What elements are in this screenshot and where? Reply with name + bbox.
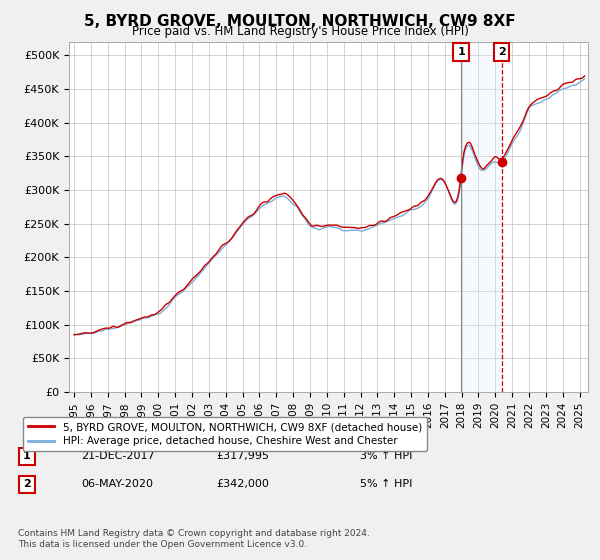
Text: £342,000: £342,000 bbox=[216, 479, 269, 489]
Text: 2: 2 bbox=[497, 47, 505, 57]
Text: 1: 1 bbox=[23, 451, 31, 461]
Bar bbox=[461, 42, 502, 392]
Text: Contains HM Land Registry data © Crown copyright and database right 2024.
This d: Contains HM Land Registry data © Crown c… bbox=[18, 529, 370, 549]
Text: £317,995: £317,995 bbox=[216, 451, 269, 461]
Text: 5, BYRD GROVE, MOULTON, NORTHWICH, CW9 8XF: 5, BYRD GROVE, MOULTON, NORTHWICH, CW9 8… bbox=[84, 14, 516, 29]
Text: 3% ↑ HPI: 3% ↑ HPI bbox=[360, 451, 412, 461]
Text: Price paid vs. HM Land Registry's House Price Index (HPI): Price paid vs. HM Land Registry's House … bbox=[131, 25, 469, 38]
Text: 5% ↑ HPI: 5% ↑ HPI bbox=[360, 479, 412, 489]
Text: 21-DEC-2017: 21-DEC-2017 bbox=[81, 451, 155, 461]
Legend: 5, BYRD GROVE, MOULTON, NORTHWICH, CW9 8XF (detached house), HPI: Average price,: 5, BYRD GROVE, MOULTON, NORTHWICH, CW9 8… bbox=[23, 417, 427, 451]
Text: 2: 2 bbox=[23, 479, 31, 489]
Text: 1: 1 bbox=[457, 47, 465, 57]
Text: 06-MAY-2020: 06-MAY-2020 bbox=[81, 479, 153, 489]
